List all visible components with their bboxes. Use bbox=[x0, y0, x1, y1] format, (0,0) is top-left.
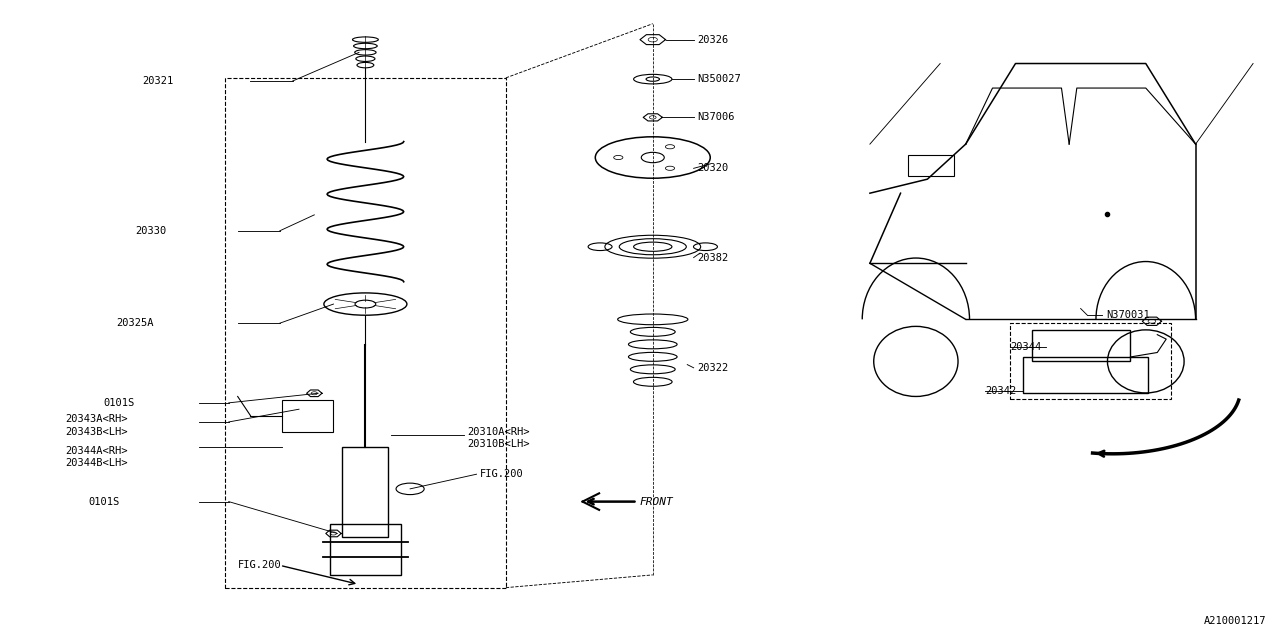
Text: 20320: 20320 bbox=[698, 163, 728, 173]
Text: 20343B<LH>: 20343B<LH> bbox=[65, 426, 128, 436]
Text: 20344A<RH>: 20344A<RH> bbox=[65, 445, 128, 456]
Text: 0101S: 0101S bbox=[88, 497, 119, 507]
Bar bbox=[909, 155, 954, 175]
Text: N370031: N370031 bbox=[1106, 310, 1149, 320]
Text: 20344: 20344 bbox=[1010, 342, 1042, 352]
Text: 20310A<RH>: 20310A<RH> bbox=[467, 426, 530, 436]
Bar bbox=[330, 524, 401, 575]
Text: 20325A: 20325A bbox=[116, 318, 154, 328]
Text: 20326: 20326 bbox=[698, 35, 728, 45]
Text: 20344B<LH>: 20344B<LH> bbox=[65, 458, 128, 468]
Bar bbox=[1032, 330, 1130, 362]
Bar bbox=[343, 447, 388, 537]
Bar bbox=[1023, 357, 1148, 393]
Text: N37006: N37006 bbox=[698, 113, 735, 122]
Text: 0101S: 0101S bbox=[104, 398, 134, 408]
Text: 20321: 20321 bbox=[142, 76, 173, 86]
Text: 20310B<LH>: 20310B<LH> bbox=[467, 439, 530, 449]
Text: 20382: 20382 bbox=[698, 253, 728, 262]
Text: 20330: 20330 bbox=[136, 226, 166, 236]
Text: A210001217: A210001217 bbox=[1203, 616, 1266, 626]
Text: 20322: 20322 bbox=[698, 363, 728, 372]
Bar bbox=[283, 399, 334, 431]
Text: N350027: N350027 bbox=[698, 74, 741, 84]
Text: 20342: 20342 bbox=[984, 387, 1016, 396]
Text: 20343A<RH>: 20343A<RH> bbox=[65, 414, 128, 424]
Text: FIG.200: FIG.200 bbox=[480, 469, 524, 479]
Text: FIG.200: FIG.200 bbox=[238, 561, 282, 570]
Text: FRONT: FRONT bbox=[640, 497, 673, 507]
